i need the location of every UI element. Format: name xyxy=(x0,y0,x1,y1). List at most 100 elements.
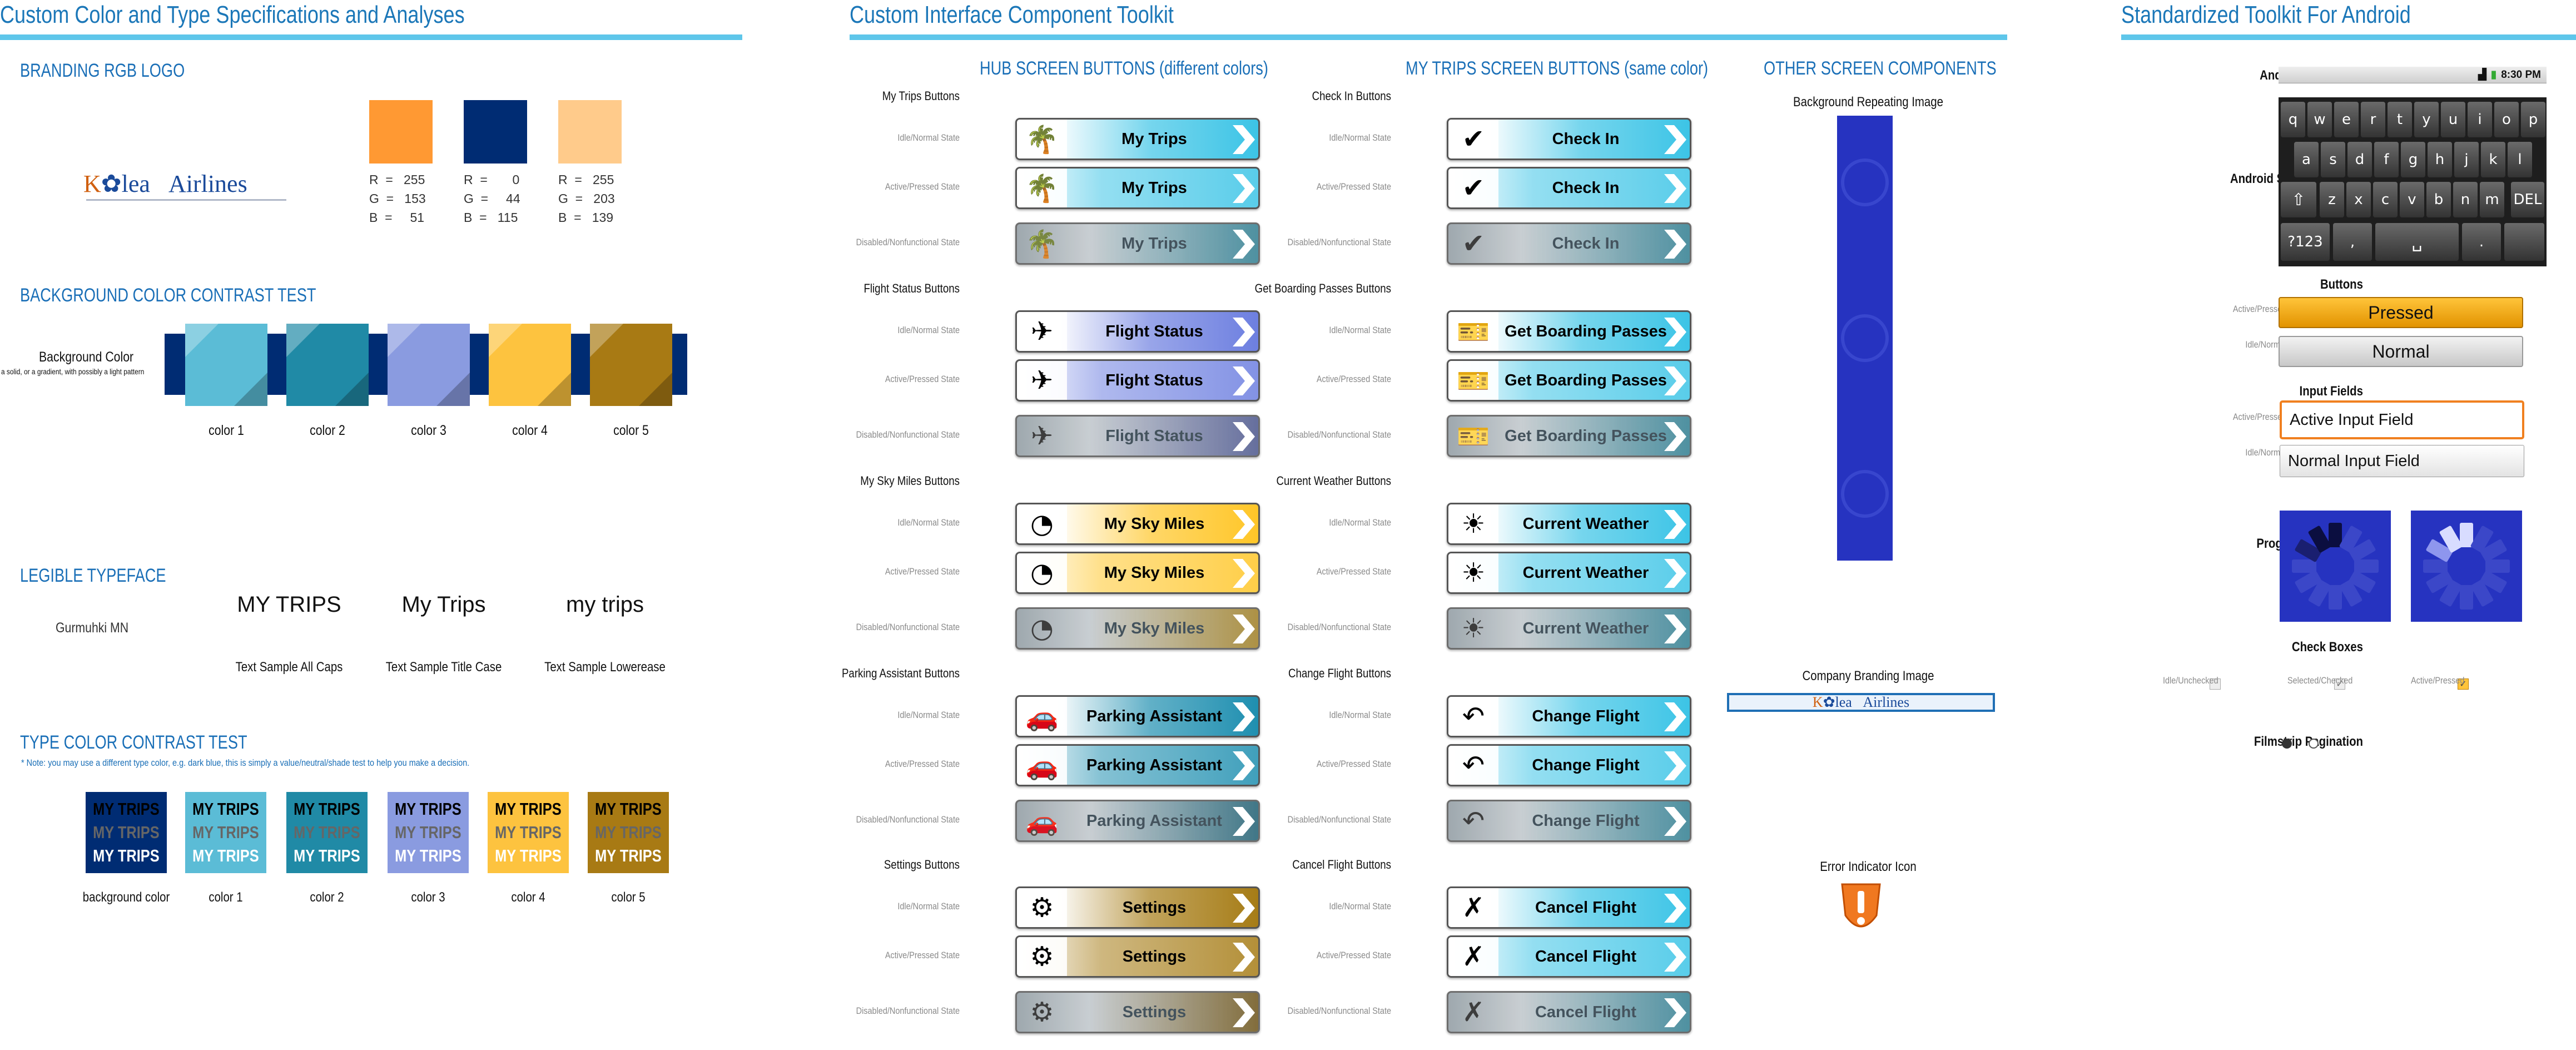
car-icon: 🚗 xyxy=(1017,697,1067,736)
keyboard-key[interactable]: z xyxy=(2320,182,2344,217)
android-pressed-button[interactable]: Pressed xyxy=(2279,297,2523,328)
my-sky-miles-button-idle[interactable]: ◔ My Sky Miles xyxy=(1015,503,1260,545)
keyboard-key[interactable]: i xyxy=(2468,102,2492,137)
keyboard-key[interactable]: k xyxy=(2481,142,2505,177)
checkbox-active-label: Active/Pressed xyxy=(2411,675,2465,686)
keyboard-key[interactable]: c xyxy=(2373,182,2398,217)
keyboard-key[interactable]: r xyxy=(2361,102,2385,137)
cancel-flight-button-active[interactable]: ✗ Cancel Flight xyxy=(1447,935,1691,978)
keyboard-key[interactable]: m xyxy=(2480,182,2504,217)
button-state-label: Active/Pressed State xyxy=(885,950,960,960)
android-normal-button[interactable]: Normal xyxy=(2279,336,2523,367)
type-contrast-word: MY TRIPS xyxy=(192,823,259,842)
battery-icon: ▮ xyxy=(2490,69,2497,81)
delete-key[interactable]: DEL xyxy=(2511,182,2544,217)
keyboard-key[interactable]: e xyxy=(2334,102,2359,137)
current-weather-button-active[interactable]: ☀ Current Weather xyxy=(1447,552,1691,594)
type-contrast-note: * Note: you may use a different type col… xyxy=(21,757,470,768)
keyboard-key[interactable]: d xyxy=(2347,142,2372,177)
type-sample: my trips xyxy=(566,592,644,617)
bg-color-caption: color 3 xyxy=(411,423,446,438)
enter-key[interactable] xyxy=(2504,223,2544,261)
get-boarding-passes-button-idle[interactable]: 🎫 Get Boarding Passes xyxy=(1447,310,1691,353)
keyboard-key[interactable]: s xyxy=(2321,142,2345,177)
active-input-field[interactable]: Active Input Field xyxy=(2280,400,2524,439)
button-label: My Sky Miles xyxy=(1104,563,1205,582)
type-contrast-caption: color 1 xyxy=(209,890,243,905)
checkbox-unchecked[interactable] xyxy=(2210,678,2221,690)
check-in-button-active[interactable]: ✔ Check In xyxy=(1447,167,1691,209)
keyboard-key[interactable]: w xyxy=(2307,102,2332,137)
keyboard-key[interactable]: o xyxy=(2494,102,2519,137)
x-mark-icon: ✗ xyxy=(1462,997,1485,1028)
parking-assistant-button-idle[interactable]: 🚗 Parking Assistant xyxy=(1015,695,1260,737)
checkbox-checked[interactable]: ✓ xyxy=(2334,678,2345,690)
keyboard-key[interactable]: g xyxy=(2401,142,2425,177)
my-trips-button-idle[interactable]: 🌴 My Trips xyxy=(1015,118,1260,160)
type-contrast-caption: color 2 xyxy=(310,890,344,905)
brand-logo: K✿lea Airlines xyxy=(83,170,295,203)
change-flight-button-idle[interactable]: ↶ Change Flight xyxy=(1447,695,1691,737)
flower-icon: ✿ xyxy=(101,170,122,197)
keyboard-key[interactable]: n xyxy=(2453,182,2478,217)
flight-status-button-active[interactable]: ✈ Flight Status xyxy=(1015,359,1260,402)
keyboard-key[interactable]: l xyxy=(2508,142,2532,177)
pagination-dot-inactive[interactable] xyxy=(2309,739,2319,749)
current-weather-button-idle[interactable]: ☀ Current Weather xyxy=(1447,503,1691,545)
keyboard-key[interactable]: u xyxy=(2441,102,2465,137)
my-trips-button-active[interactable]: 🌴 My Trips xyxy=(1015,167,1260,209)
checkmark-icon: ✔ xyxy=(1448,120,1498,159)
type-contrast-word: MY TRIPS xyxy=(93,846,160,865)
flower-icon: ✿ xyxy=(1823,694,1835,710)
cancel-flight-button-idle[interactable]: ✗ Cancel Flight xyxy=(1447,886,1691,929)
get-boarding-passes-button-active[interactable]: 🎫 Get Boarding Passes xyxy=(1447,359,1691,402)
middle-title-rule xyxy=(850,34,2007,40)
keyboard-key[interactable]: h xyxy=(2428,142,2452,177)
change-flight-button-active[interactable]: ↶ Change Flight xyxy=(1447,744,1691,786)
pagination-dot-active[interactable] xyxy=(2282,739,2292,749)
background-repeating-image xyxy=(1837,116,1893,561)
normal-input-field[interactable]: Normal Input Field xyxy=(2280,445,2524,477)
keyboard-key[interactable]: t xyxy=(2388,102,2412,137)
keyboard-key[interactable]: x xyxy=(2346,182,2371,217)
progress-indicator-dark xyxy=(2280,511,2391,622)
checkbox-pressed[interactable]: ✓ xyxy=(2458,678,2469,690)
input-fields-label: Input Fields xyxy=(2299,384,2363,399)
keyboard-key[interactable]: y xyxy=(2414,102,2439,137)
type-contrast-word: MY TRIPS xyxy=(192,799,259,819)
type-contrast-caption: color 4 xyxy=(511,890,545,905)
keyboard-key[interactable]: q xyxy=(2281,102,2305,137)
keyboard-key[interactable]: f xyxy=(2374,142,2399,177)
button-state-label: Disabled/Nonfunctional State xyxy=(856,622,960,632)
type-contrast-word: MY TRIPS xyxy=(192,846,259,865)
type-sample-caption: Text Sample Lowerease xyxy=(544,660,666,675)
symbols-key[interactable]: ?123 xyxy=(2281,223,2330,261)
keyboard-key[interactable]: b xyxy=(2426,182,2451,217)
shift-key-icon[interactable]: ⇧ xyxy=(2281,182,2316,217)
space-key-icon[interactable]: ␣ xyxy=(2375,223,2459,261)
get-boarding-passes-button-disabled: 🎫 Get Boarding Passes xyxy=(1447,415,1691,457)
checkmark-icon: ✔ xyxy=(1462,228,1485,259)
settings-button-active[interactable]: ⚙ Settings xyxy=(1015,935,1260,978)
keyboard-key[interactable]: p xyxy=(2521,102,2545,137)
button-label: Current Weather xyxy=(1522,514,1649,533)
keyboard-key[interactable]: a xyxy=(2294,142,2319,177)
button-state-label: Active/Pressed State xyxy=(1316,181,1391,192)
period-key[interactable]: . xyxy=(2462,223,2501,261)
keyboard-key[interactable]: v xyxy=(2400,182,2424,217)
button-label: Flight Status xyxy=(1105,427,1203,445)
type-sample: My Trips xyxy=(401,592,486,617)
comma-key[interactable]: , xyxy=(2333,223,2372,261)
palm-tree-icon: 🌴 xyxy=(1025,228,1059,260)
hub-heading: HUB SCREEN BUTTONS (different colors) xyxy=(980,58,1268,79)
button-state-label: Idle/Normal State xyxy=(897,325,960,335)
signal-icon: ▟ xyxy=(2478,69,2486,81)
my-sky-miles-button-active[interactable]: ◔ My Sky Miles xyxy=(1015,552,1260,594)
flight-status-button-idle[interactable]: ✈ Flight Status xyxy=(1015,310,1260,353)
keyboard-key[interactable]: j xyxy=(2454,142,2479,177)
button-group-title: Change Flight Buttons xyxy=(1288,666,1391,680)
button-label: Check In xyxy=(1552,179,1620,197)
check-in-button-idle[interactable]: ✔ Check In xyxy=(1447,118,1691,160)
settings-button-idle[interactable]: ⚙ Settings xyxy=(1015,886,1260,929)
parking-assistant-button-active[interactable]: 🚗 Parking Assistant xyxy=(1015,744,1260,786)
